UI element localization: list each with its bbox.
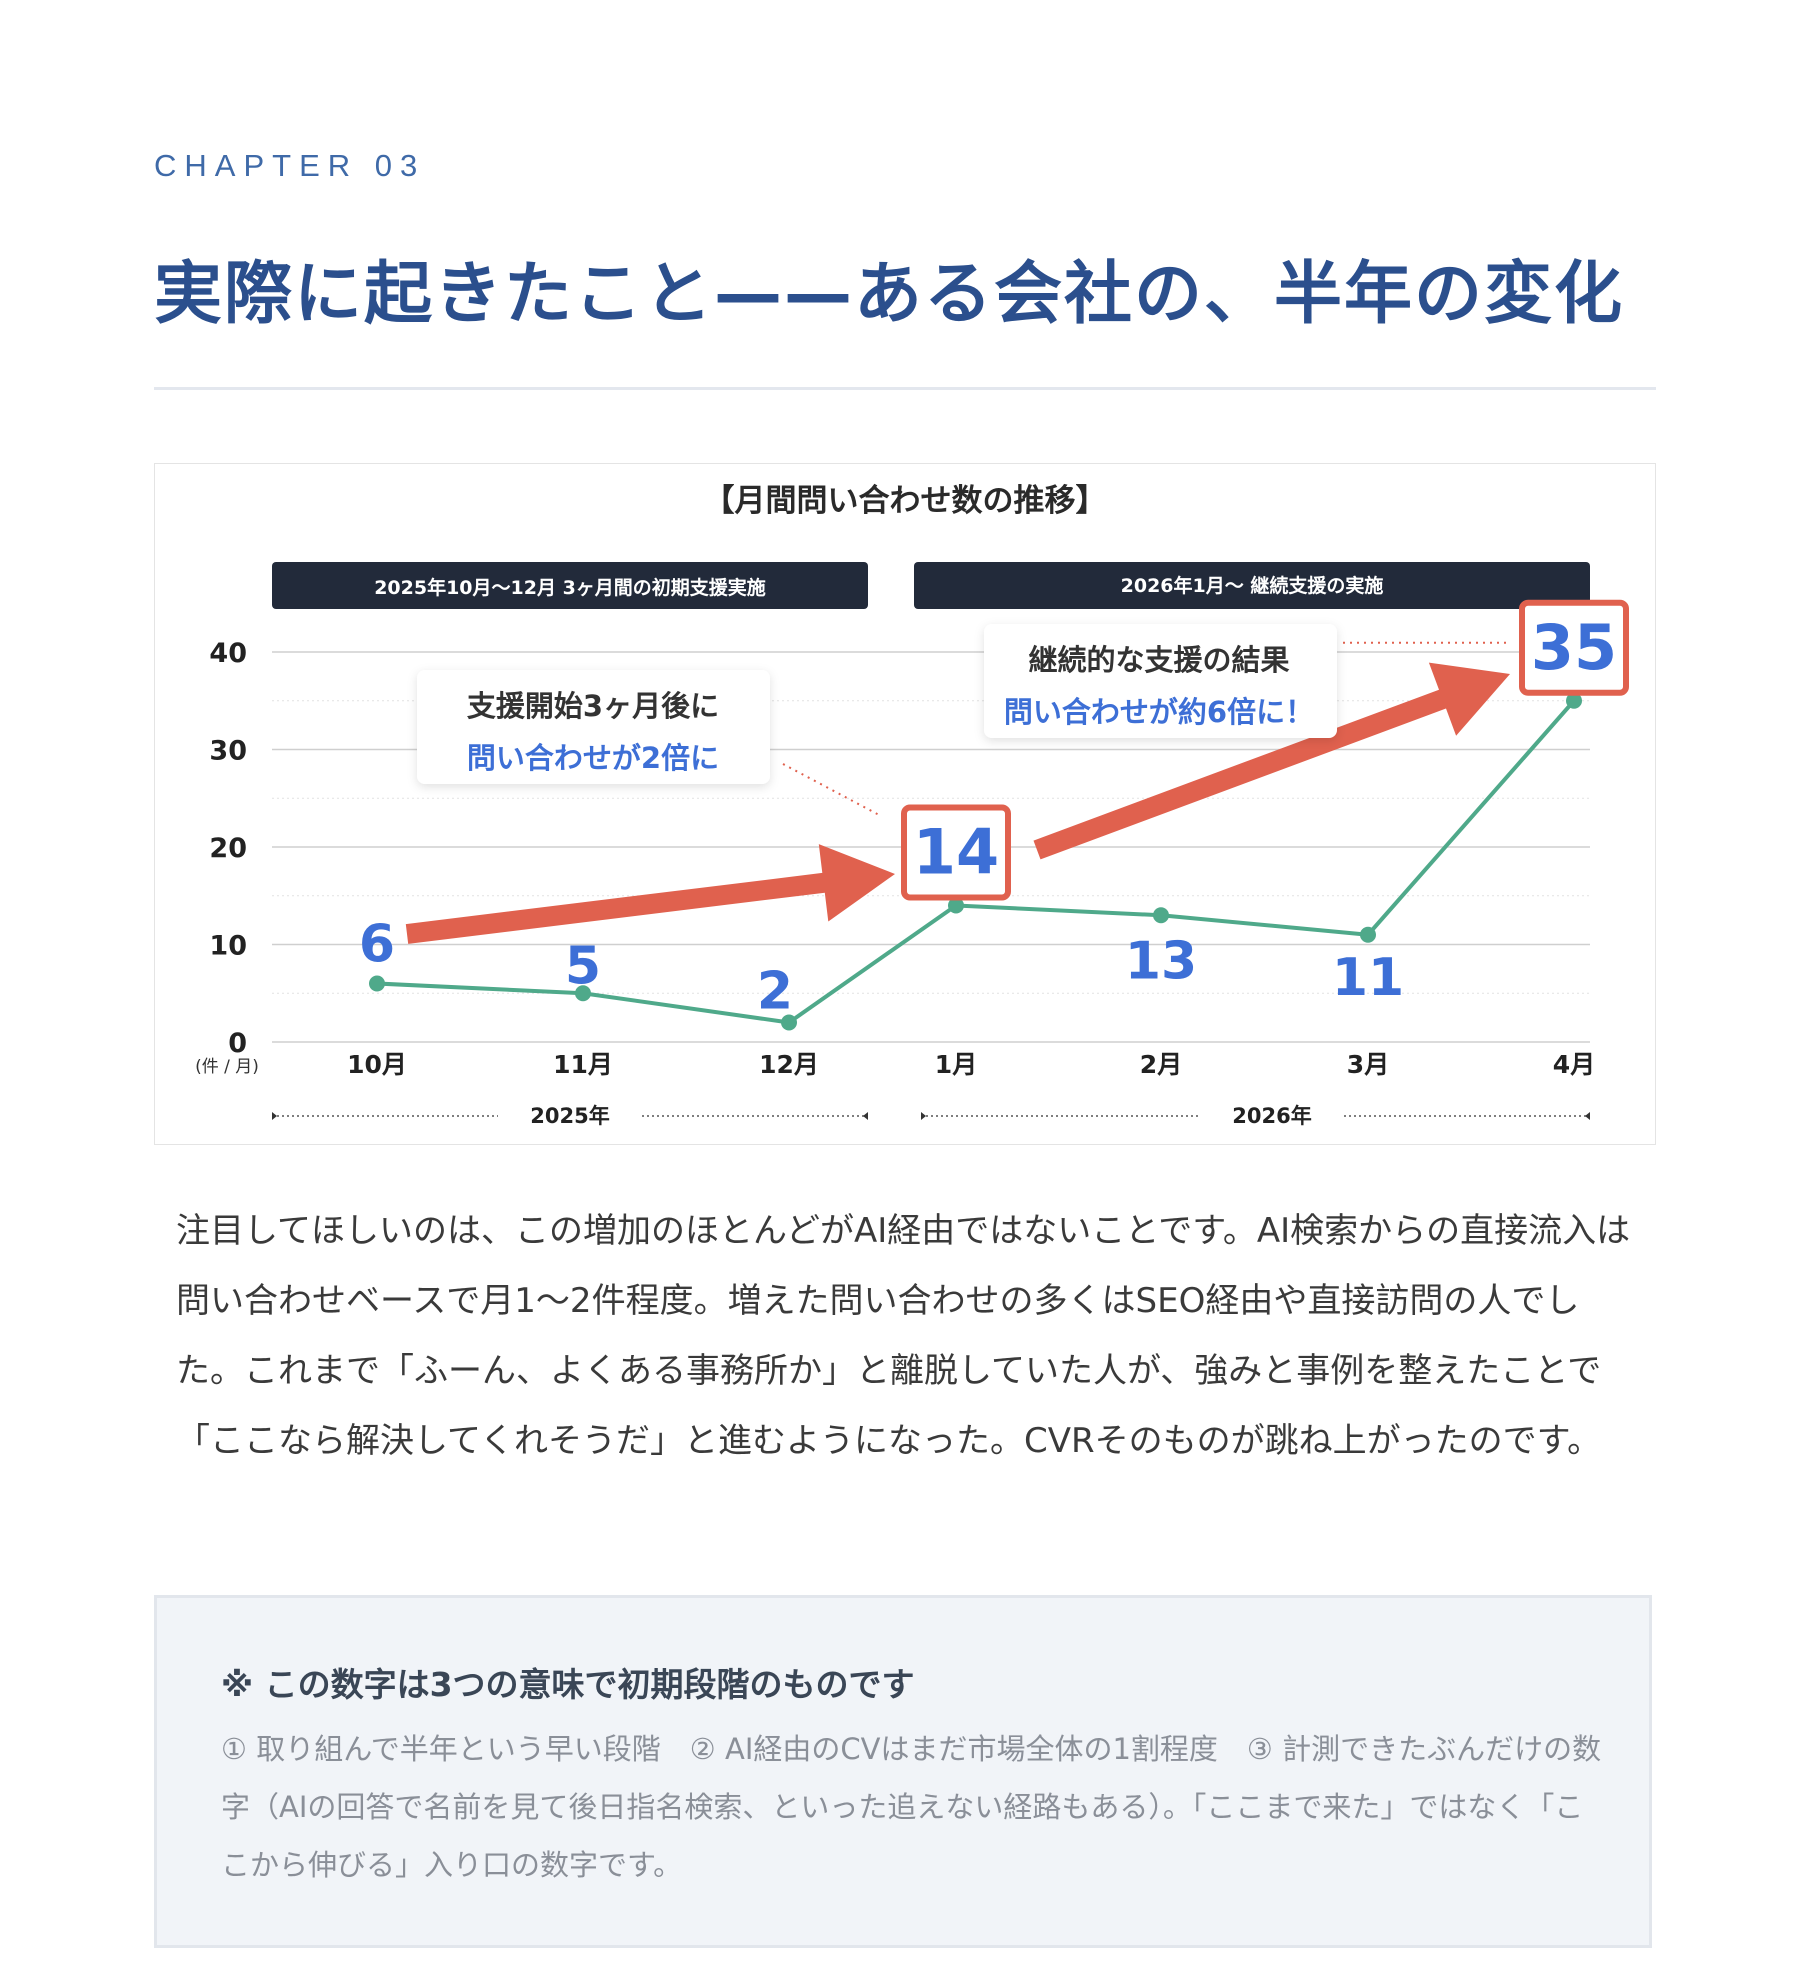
chart-card: 【月間問い合わせ数の推移】 2025年10月〜12月 3ヶ月間の初期支援実施 2… <box>154 463 1656 1145</box>
callout-1: 支援開始3ヶ月後に 問い合わせが2倍に <box>417 670 770 784</box>
x-tick-label: 10月 <box>347 1050 407 1079</box>
period-banner-1 <box>272 562 868 609</box>
data-point <box>369 975 385 992</box>
note-text: ① 取り組んで半年という早い段階 ② AI経由のCVはまだ市場全体の1割程度 ③… <box>221 1732 1602 1882</box>
year-bracket-end <box>863 1112 868 1120</box>
year-bracket-end <box>272 1112 277 1120</box>
year-label: 2025年 <box>530 1104 609 1128</box>
year-bracket-end <box>921 1112 926 1120</box>
x-tick-label: 1月 <box>935 1050 977 1079</box>
y-unit-label: (件 / 月) <box>195 1057 259 1077</box>
data-point <box>1566 692 1582 709</box>
value-label: 11 <box>1332 948 1404 1008</box>
data-point <box>1153 907 1169 924</box>
value-label: 13 <box>1125 931 1197 991</box>
note-box: ※ この数字は3つの意味で初期段階のものです ① 取り組んで半年という早い段階 … <box>154 1595 1652 1948</box>
x-tick-label: 2月 <box>1140 1050 1182 1079</box>
value-label: 2 <box>757 962 793 1022</box>
period-banner-2 <box>914 562 1590 609</box>
x-tick-label: 4月 <box>1553 1050 1595 1079</box>
callout-2-line1: 継続的な支援の結果 <box>1028 643 1289 677</box>
year-bracket-end <box>1585 1112 1590 1120</box>
data-point <box>575 985 591 1002</box>
value-highlight-box <box>1519 599 1629 696</box>
growth-arrow-2 <box>1033 662 1510 860</box>
inquiry-line-chart: 【月間問い合わせ数の推移】 2025年10月〜12月 3ヶ月間の初期支援実施 2… <box>195 483 1629 1128</box>
y-tick-label: 20 <box>209 833 247 864</box>
data-point <box>948 897 964 914</box>
note-title: ※ この数字は3つの意味で初期段階のものです <box>221 1665 915 1704</box>
value-label: 6 <box>359 915 395 975</box>
data-point <box>1360 926 1376 943</box>
value-label: 14 <box>913 816 999 889</box>
value-highlight-box <box>901 804 1011 901</box>
callout-2-line2: 問い合わせが約6倍に！ <box>1004 695 1314 729</box>
x-tick-label: 12月 <box>759 1050 819 1079</box>
x-tick-label: 11月 <box>553 1050 613 1079</box>
callout-1-line1: 支援開始3ヶ月後に <box>467 689 719 723</box>
y-tick-label: 30 <box>209 736 247 767</box>
body-paragraph: 注目してほしいのは、この増加のほとんどがAI経由ではないことです。AI検索からの… <box>176 1211 1631 1461</box>
page-title: 実際に起きたこと——ある会社の、半年の変化 <box>154 255 1625 334</box>
x-tick-label: 3月 <box>1347 1050 1389 1079</box>
callout-1-line2: 問い合わせが2倍に <box>467 741 719 775</box>
y-tick-label: 0 <box>228 1028 247 1059</box>
value-label: 5 <box>565 936 601 996</box>
value-label: 35 <box>1531 611 1617 684</box>
callout-leader <box>782 763 882 817</box>
data-point <box>781 1014 797 1031</box>
period-banner-2-label: 2026年1月〜 継続支援の実施 <box>1121 574 1384 597</box>
title-divider <box>154 387 1656 390</box>
y-tick-label: 40 <box>209 638 247 669</box>
chart-title: 【月間問い合わせ数の推移】 <box>704 483 1107 519</box>
growth-arrow-1 <box>405 844 895 944</box>
year-label: 2026年 <box>1232 1104 1311 1128</box>
callout-2: 継続的な支援の結果 問い合わせが約6倍に！ <box>984 624 1337 738</box>
period-banner-1-label: 2025年10月〜12月 3ヶ月間の初期支援実施 <box>374 576 766 599</box>
chapter-label: CHAPTER 03 <box>154 148 426 183</box>
y-tick-label: 10 <box>209 931 247 962</box>
